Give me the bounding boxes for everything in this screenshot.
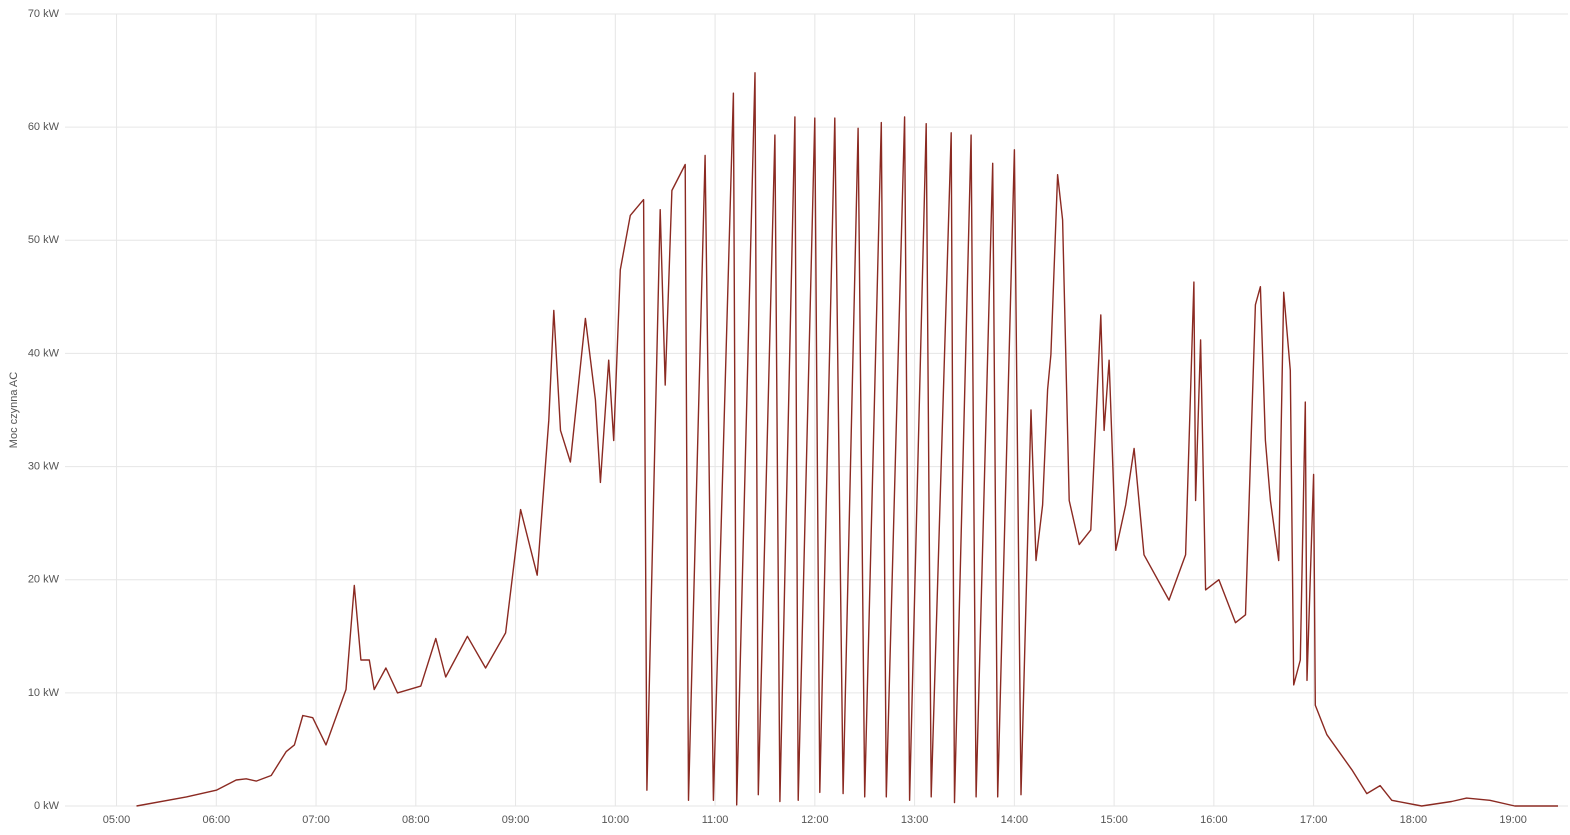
x-tick-label: 16:00 [1200, 814, 1228, 826]
x-tick-label: 08:00 [402, 814, 430, 826]
x-tick-label: 17:00 [1300, 814, 1328, 826]
y-tick-label: 60 kW [28, 121, 60, 133]
x-tick-label: 11:00 [702, 814, 729, 826]
x-tick-label: 10:00 [602, 814, 630, 826]
y-tick-label: 70 kW [28, 8, 60, 20]
y-tick-label: 30 kW [28, 460, 60, 472]
x-tick-label: 06:00 [203, 814, 231, 826]
x-tick-label: 05:00 [103, 814, 131, 826]
y-tick-label: 0 kW [34, 800, 60, 812]
x-tick-label: 07:00 [302, 814, 330, 826]
y-tick-label: 20 kW [28, 574, 60, 586]
y-tick-label: 50 kW [28, 234, 60, 246]
y-tick-label: 40 kW [28, 347, 60, 359]
x-tick-label: 19:00 [1499, 814, 1527, 826]
x-tick-label: 12:00 [801, 814, 829, 826]
y-tick-label: 10 kW [28, 687, 60, 699]
x-tick-label: 14:00 [1001, 814, 1029, 826]
y-axis-title: Moc czynna AC [8, 372, 20, 448]
x-tick-label: 15:00 [1100, 814, 1128, 826]
power-line [136, 72, 1558, 807]
x-tick-label: 18:00 [1400, 814, 1428, 826]
x-tick-label: 09:00 [502, 814, 530, 826]
x-tick-label: 13:00 [901, 814, 929, 826]
